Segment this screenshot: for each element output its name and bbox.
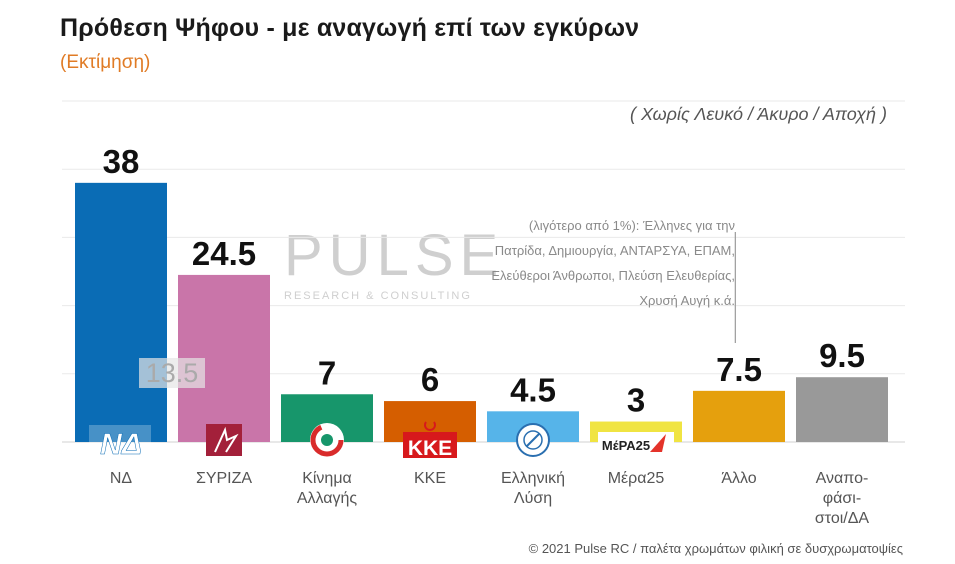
chart-subtitle: (Εκτίμηση) — [60, 52, 151, 73]
bar-value-label: 6 — [421, 361, 439, 398]
elliniki-lysi-logo-icon — [516, 423, 550, 457]
category-label-line: ΣΥΡΙΖΑ — [195, 470, 253, 487]
category-label-line: ΝΔ — [109, 470, 133, 487]
bar — [796, 377, 888, 442]
watermark-sub: RESEARCH & CONSULTING — [284, 290, 472, 302]
category-label: ΚΚΕ — [375, 469, 485, 489]
category-label-line: Κίνημα — [302, 470, 352, 487]
category-label-line: Ελληνική — [500, 470, 566, 487]
category-label: Ελληνική Λύση — [478, 469, 588, 509]
bar — [75, 182, 167, 442]
svg-text:ΜέΡΑ25: ΜέΡΑ25 — [602, 438, 650, 453]
category-label: Μέρα25 — [581, 469, 691, 489]
category-label: Αναπο-φάσι-στοι/ΔΑ — [787, 469, 897, 529]
category-label-line: Αλλαγής — [296, 490, 358, 507]
syriza-logo-icon — [206, 424, 242, 456]
category-label-line: Αναπο- — [815, 470, 869, 487]
category-label: Κίνημα Αλλαγής — [272, 469, 382, 509]
chart-footer: © 2021 Pulse RC / παλέτα χρωμάτων φιλική… — [528, 541, 903, 556]
bar-value-label: 9.5 — [819, 337, 865, 374]
pulse-watermark: PULSE RESEARCH & CONSULTING — [284, 223, 505, 303]
bar-value-label: 7 — [318, 354, 336, 391]
category-label-line: φάσι- — [822, 490, 862, 507]
bar-value-label: 24.5 — [192, 235, 256, 272]
bar-value-label: 38 — [103, 143, 140, 180]
bar-value-label: 4.5 — [510, 371, 556, 408]
secondary-value-label: 13.5 — [139, 358, 205, 388]
category-label-line: στοι/ΔΑ — [814, 510, 870, 527]
svg-text:ΝΔ: ΝΔ — [100, 428, 142, 461]
category-label: ΣΥΡΙΖΑ — [169, 469, 279, 489]
category-label: ΝΔ — [66, 469, 176, 489]
mera25-logo-icon: ΜέΡΑ25 — [598, 432, 674, 456]
bar-value-label: 7.5 — [716, 351, 762, 388]
category-label-line: Μέρα25 — [607, 470, 665, 487]
category-label-line: Άλλο — [721, 470, 757, 487]
category-label: Άλλο — [684, 469, 794, 489]
kinal-logo-icon — [310, 423, 344, 457]
svg-text:ΚΚΕ: ΚΚΕ — [408, 437, 452, 460]
chart-title: Πρόθεση Ψήφου - με αναγωγή επί των εγκύρ… — [60, 14, 640, 42]
other-parties-annotation: (λιγότερο από 1%): Έλληνες για την Πατρί… — [491, 218, 735, 308]
nd-logo-icon: ΝΔ — [89, 425, 151, 461]
category-label-line: Λύση — [513, 490, 553, 507]
bar — [693, 390, 785, 442]
watermark-main: PULSE — [284, 223, 505, 288]
bar-value-label: 3 — [627, 382, 645, 419]
chart-note: ( Χωρίς Λευκό / Άκυρο / Αποχή ) — [629, 104, 887, 124]
kke-logo-icon: ΚΚΕ — [403, 421, 457, 460]
category-label-line: ΚΚΕ — [413, 470, 446, 487]
